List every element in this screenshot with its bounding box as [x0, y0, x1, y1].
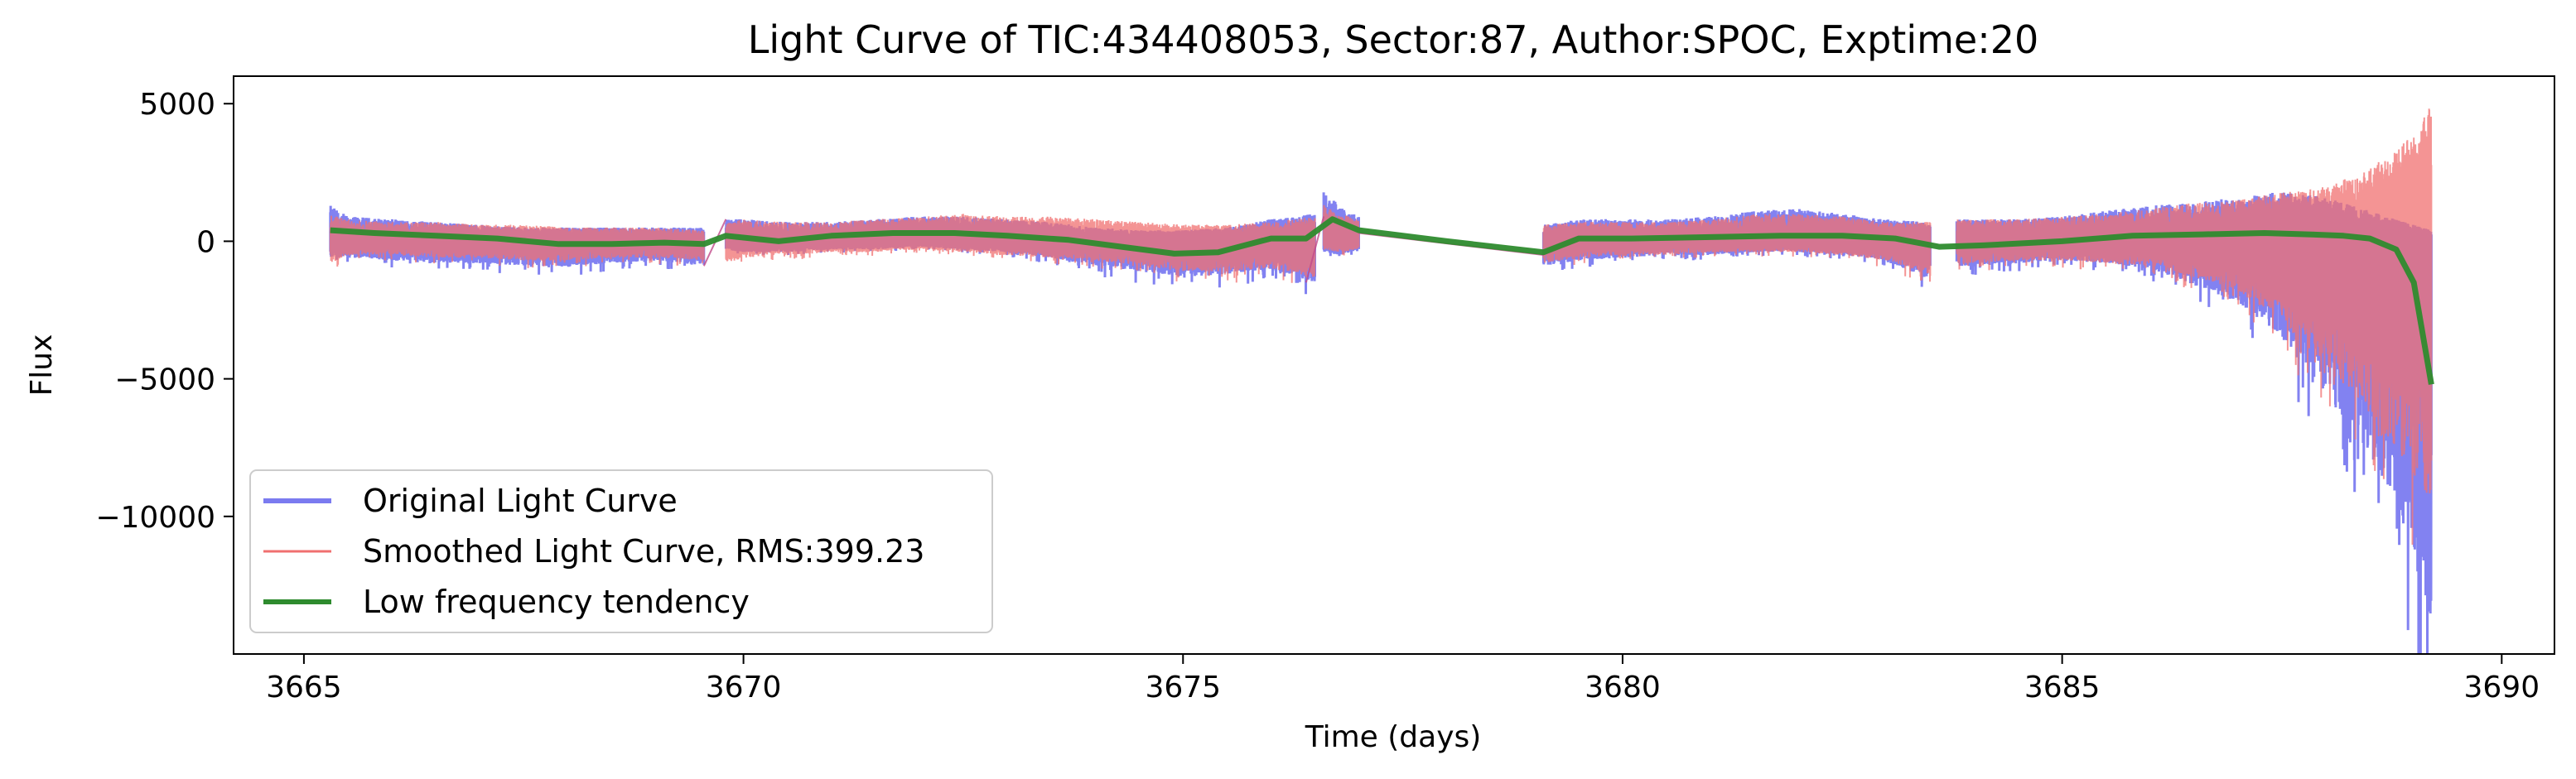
y-tick-label: 5000	[139, 88, 215, 122]
y-tick-label: −5000	[114, 363, 215, 397]
series-low-frequency-tendency	[330, 216, 2434, 385]
chart-title: Light Curve of TIC:434408053, Sector:87,…	[748, 17, 2039, 62]
y-tick-label: −10000	[95, 501, 215, 535]
legend-label-tendency: Low frequency tendency	[363, 584, 750, 620]
legend-label-original: Original Light Curve	[363, 483, 678, 519]
legend-box	[249, 469, 993, 633]
plot-frame	[233, 75, 2555, 655]
x-tick-label: 3685	[2024, 671, 2101, 704]
y-tick-label: 0	[196, 225, 215, 259]
band-segment	[1956, 108, 2433, 546]
x-tick-label: 3680	[1585, 671, 1661, 704]
legend: Original Light Curve Smoothed Light Curv…	[249, 469, 993, 633]
x-tick-label: 3675	[1145, 671, 1221, 704]
x-tick-label: 3665	[266, 671, 342, 704]
x-tick-label: 3690	[2464, 671, 2540, 704]
x-tick-label: 3670	[706, 671, 782, 704]
y-axis: 5000 0 −5000 −10000	[95, 88, 234, 535]
x-axis-label: Time (days)	[1305, 720, 1482, 754]
y-axis-label: Flux	[25, 334, 59, 397]
band-segment	[725, 214, 1316, 283]
x-axis: 3665 3670 3675 3680 3685 3690	[266, 654, 2540, 704]
legend-label-smoothed: Smoothed Light Curve, RMS:399.23	[363, 533, 924, 570]
plot-area	[329, 108, 2434, 654]
